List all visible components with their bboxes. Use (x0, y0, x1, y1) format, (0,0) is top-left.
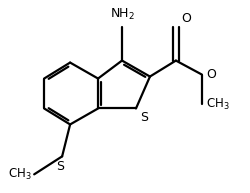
Text: S: S (140, 112, 148, 124)
Text: CH$_3$: CH$_3$ (206, 97, 230, 112)
Text: CH$_3$: CH$_3$ (8, 167, 32, 182)
Text: O: O (181, 12, 191, 25)
Text: S: S (56, 160, 64, 173)
Text: NH$_2$: NH$_2$ (110, 7, 134, 22)
Text: O: O (206, 68, 216, 81)
